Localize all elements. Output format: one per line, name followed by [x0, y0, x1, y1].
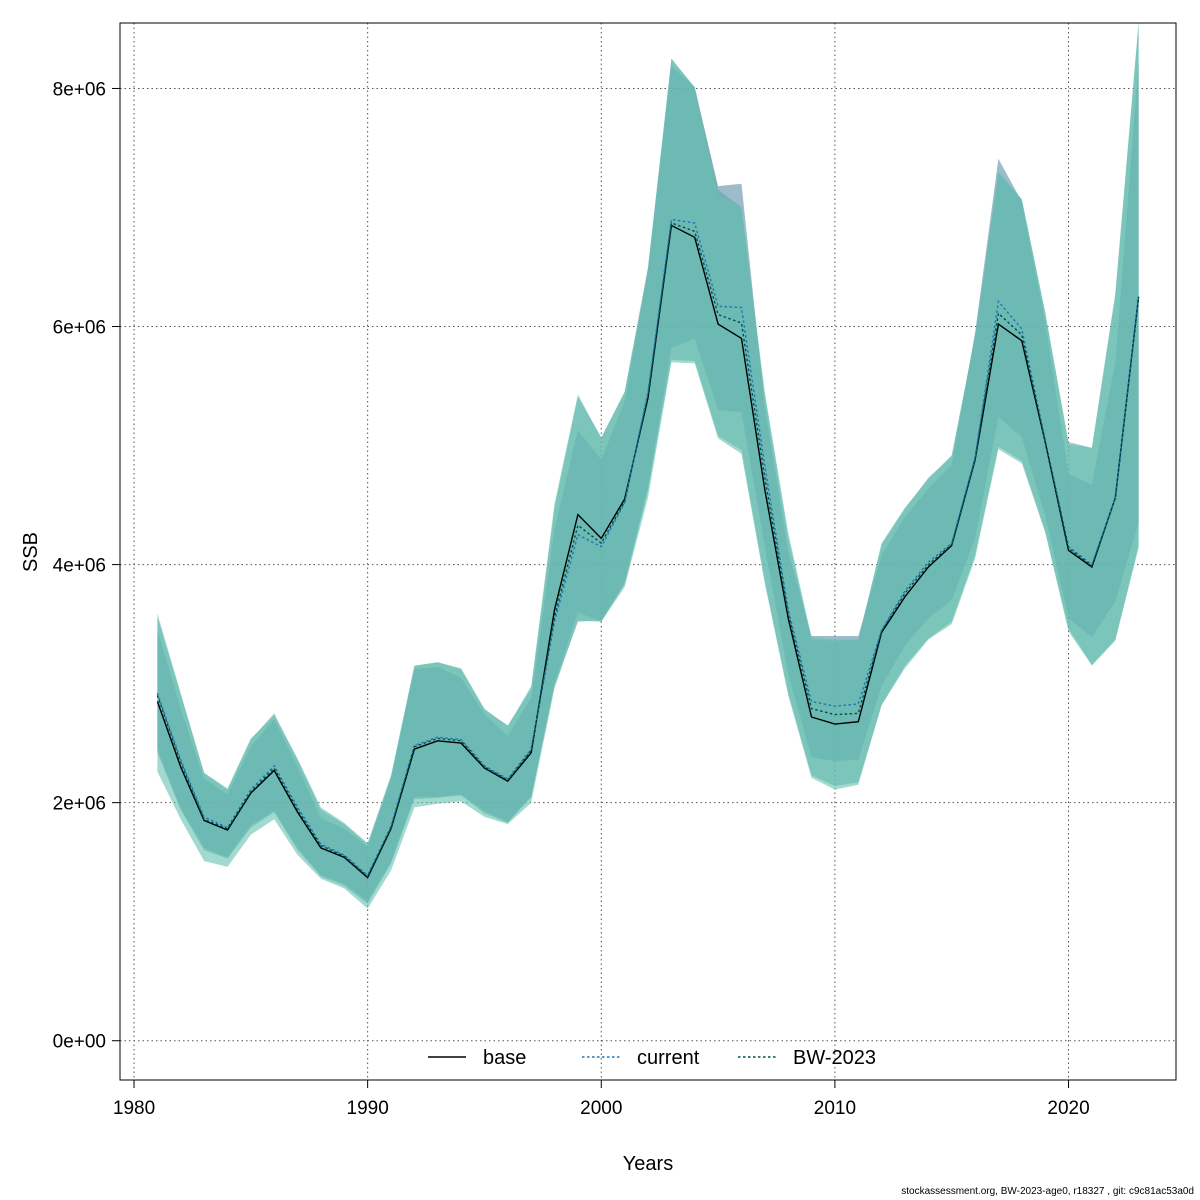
x-tick-label: 1980 [113, 1098, 155, 1119]
confidence-bands [157, 23, 1139, 909]
legend-label-bw-2023: BW-2023 [793, 1047, 876, 1069]
y-tick-label: 2e+06 [53, 794, 106, 815]
legend: base current BW-2023 [428, 1047, 876, 1069]
x-axis: 1980 1990 2000 2010 2020 [113, 1079, 1090, 1119]
line-bw-2023 [156, 222, 1140, 878]
y-tick-label: 6e+06 [53, 318, 106, 339]
x-tick-label: 1990 [347, 1098, 389, 1119]
y-axis-title: SSB [20, 532, 42, 572]
band-bw-2023 [157, 23, 1139, 909]
x-tick-label: 2010 [814, 1098, 856, 1119]
footer-credit: stockassessment.org, BW-2023-age0, r1832… [901, 1186, 1194, 1197]
y-axis: 0e+00 2e+06 4e+06 6e+06 8e+06 [53, 79, 121, 1053]
x-tick-label: 2020 [1047, 1098, 1089, 1119]
x-axis-title: Years [623, 1153, 673, 1175]
y-tick-label: 0e+00 [53, 1032, 106, 1053]
series-lines [156, 218, 1140, 879]
x-tick-label: 2000 [580, 1098, 622, 1119]
legend-label-base: base [483, 1047, 526, 1069]
y-tick-label: 8e+06 [53, 79, 106, 100]
legend-label-current: current [637, 1047, 700, 1069]
y-tick-label: 4e+06 [53, 556, 106, 577]
